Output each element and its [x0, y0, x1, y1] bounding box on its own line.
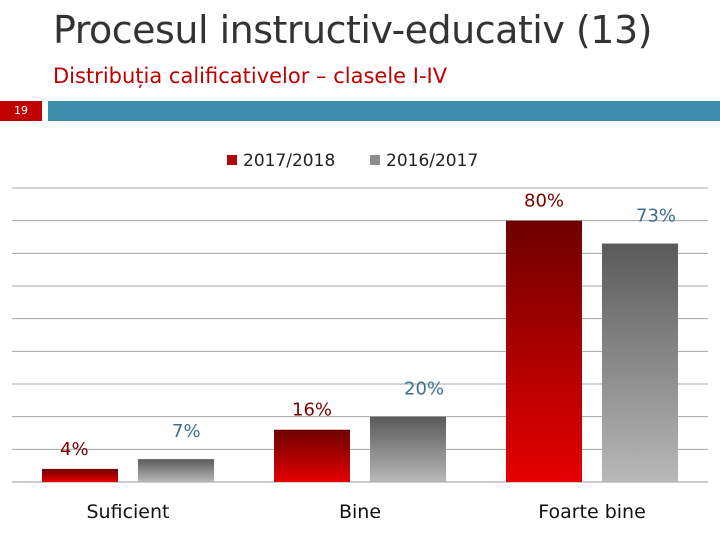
legend-swatch: [227, 155, 237, 165]
data-label: 80%: [524, 191, 564, 212]
header-accent-bar: [48, 101, 720, 121]
bar-2017-2018: [42, 468, 118, 482]
legend-label: 2017/2018: [243, 151, 335, 171]
data-label: 4%: [60, 439, 89, 460]
bar-2017-2018: [274, 429, 350, 482]
legend-swatch: [370, 155, 380, 165]
data-label: 20%: [404, 379, 444, 400]
slide-title: Procesul instructiv-educativ (13): [53, 8, 652, 52]
data-label: 73%: [636, 206, 676, 227]
legend-label: 2016/2017: [386, 151, 478, 171]
bar-2017-2018: [506, 220, 582, 482]
data-label: 16%: [292, 400, 332, 421]
bar-2016-2017: [602, 243, 678, 482]
category-labels: Suficient Bine Foarte bine: [87, 501, 646, 523]
category-label: Foarte bine: [538, 501, 646, 523]
chart-legend: 2017/2018 2016/2017: [227, 151, 478, 171]
chart-bars: 4% 7% 16% 20% 80% 73%: [42, 191, 678, 482]
category-label: Bine: [339, 501, 381, 523]
slide-number: 19: [0, 101, 42, 121]
category-label: Suficient: [87, 501, 170, 523]
bar-2016-2017: [370, 416, 446, 482]
chart-grid: [12, 187, 708, 483]
slide-subtitle: Distribuția calificativelor – clasele I-…: [53, 64, 448, 88]
data-label: 7%: [172, 421, 201, 442]
bar-2016-2017: [138, 459, 214, 482]
